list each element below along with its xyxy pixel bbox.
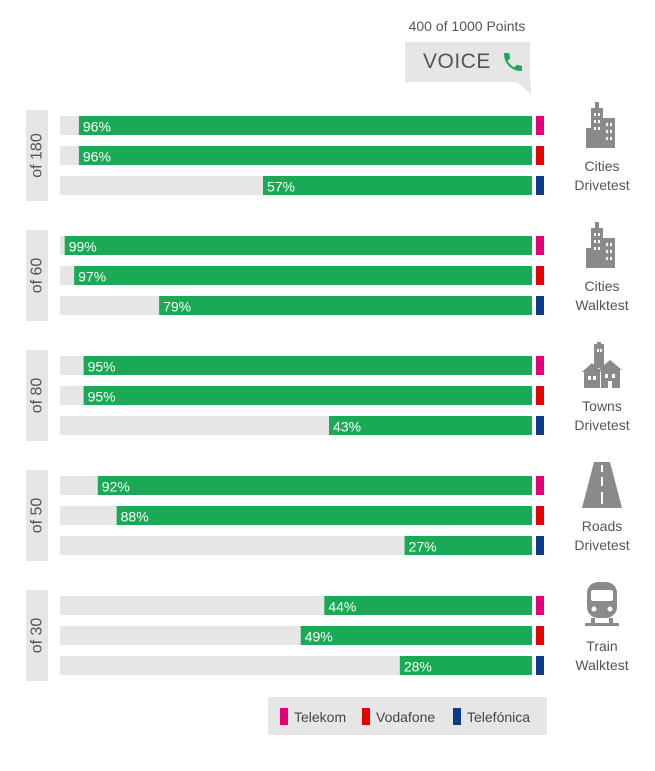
- data-label-train-walktest-telefonica: 28%: [404, 659, 432, 675]
- operator-marker-cities-drivetest-vodafone: [536, 146, 544, 165]
- bar-train-walktest-telekom: [324, 596, 532, 615]
- operator-marker-towns-drivetest-vodafone: [536, 386, 544, 405]
- legend-swatch-vodafone: [362, 708, 370, 725]
- data-label-cities-walktest-telefonica: 79%: [163, 299, 191, 315]
- data-label-cities-walktest-telekom: 99%: [69, 239, 97, 255]
- weight-box-towns-drivetest: [26, 350, 48, 441]
- bar-train-walktest-vodafone: [300, 626, 532, 645]
- bar-roads-drivetest-vodafone: [116, 506, 532, 525]
- operator-marker-cities-walktest-telekom: [536, 236, 544, 255]
- weight-label-train-walktest: of 30: [29, 618, 46, 654]
- legend-label-telekom: Telekom: [294, 708, 347, 725]
- legend-item-telefonica: Telefónica: [453, 708, 530, 725]
- weight-box-cities-drivetest: [26, 110, 48, 201]
- header-title: VOICE: [423, 50, 491, 73]
- data-label-roads-drivetest-telefonica: 27%: [409, 539, 437, 555]
- data-label-train-walktest-telekom: 44%: [328, 599, 356, 615]
- legend-swatch-telekom: [280, 708, 288, 725]
- header-box-pointer: [517, 82, 531, 94]
- operator-marker-cities-walktest-vodafone: [536, 266, 544, 285]
- bar-cities-walktest-telefonica: [159, 296, 532, 315]
- category-label-roads-drivetest-1: Drivetest: [574, 537, 629, 553]
- bar-cities-drivetest-vodafone: [78, 146, 532, 165]
- data-label-train-walktest-vodafone: 49%: [305, 629, 333, 645]
- category-label-towns-drivetest-0: Towns: [582, 398, 622, 414]
- data-label-towns-drivetest-telefonica: 43%: [333, 419, 361, 435]
- data-label-towns-drivetest-vodafone: 95%: [88, 389, 116, 405]
- bar-cities-walktest-telekom: [64, 236, 532, 255]
- data-label-cities-drivetest-telekom: 96%: [83, 119, 111, 135]
- data-label-cities-drivetest-vodafone: 96%: [83, 149, 111, 165]
- category-label-towns-drivetest-1: Drivetest: [574, 417, 629, 433]
- operator-marker-towns-drivetest-telekom: [536, 356, 544, 375]
- legend: Telekom Vodafone Telefónica: [268, 697, 547, 735]
- category-label-cities-walktest-1: Walktest: [575, 297, 628, 313]
- train-icon: [585, 582, 619, 626]
- operator-marker-roads-drivetest-telefonica: [536, 536, 544, 555]
- operator-marker-towns-drivetest-telefonica: [536, 416, 544, 435]
- bar-towns-drivetest-vodafone: [83, 386, 532, 405]
- header-subtitle: 400 of 1000 Points: [408, 18, 526, 34]
- bar-cities-drivetest-telekom: [78, 116, 532, 135]
- weight-label-towns-drivetest: of 80: [29, 378, 46, 414]
- operator-marker-roads-drivetest-vodafone: [536, 506, 544, 525]
- operator-marker-train-walktest-vodafone: [536, 626, 544, 645]
- weight-box-train-walktest: [26, 590, 48, 681]
- category-label-train-walktest-1: Walktest: [575, 657, 628, 673]
- operator-marker-cities-drivetest-telefonica: [536, 176, 544, 195]
- header-box: VOICE: [405, 42, 531, 94]
- data-label-cities-walktest-vodafone: 97%: [78, 269, 106, 285]
- legend-swatch-telefonica: [453, 708, 461, 725]
- weight-label-cities-walktest: of 60: [29, 258, 46, 294]
- road-icon: [582, 462, 622, 508]
- operator-marker-cities-drivetest-telekom: [536, 116, 544, 135]
- legend-label-vodafone: Vodafone: [376, 708, 436, 725]
- weight-box-cities-walktest: [26, 230, 48, 321]
- bar-towns-drivetest-telefonica: [329, 416, 532, 435]
- operator-marker-train-walktest-telefonica: [536, 656, 544, 675]
- weight-label-roads-drivetest: of 50: [29, 498, 46, 534]
- bar-towns-drivetest-telekom: [83, 356, 532, 375]
- legend-item-telekom: Telekom: [280, 708, 346, 725]
- legend-item-vodafone: Vodafone: [362, 708, 435, 725]
- category-label-cities-drivetest-1: Drivetest: [574, 177, 629, 193]
- data-label-towns-drivetest-telekom: 95%: [88, 359, 116, 375]
- data-label-roads-drivetest-vodafone: 88%: [121, 509, 149, 525]
- phone-icon: [504, 53, 522, 71]
- category-label-cities-drivetest-0: Cities: [584, 158, 619, 174]
- operator-marker-train-walktest-telekom: [536, 596, 544, 615]
- data-label-cities-drivetest-telefonica: 57%: [267, 179, 295, 195]
- town-houses-icon: [582, 342, 622, 388]
- legend-label-telefonica: Telefónica: [467, 708, 531, 725]
- city-buildings-icon: [586, 222, 615, 268]
- category-label-cities-walktest-0: Cities: [584, 278, 619, 294]
- city-buildings-icon: [586, 102, 615, 148]
- bar-roads-drivetest-telefonica: [404, 536, 532, 555]
- operator-marker-roads-drivetest-telekom: [536, 476, 544, 495]
- bar-train-walktest-telefonica: [399, 656, 532, 675]
- weight-box-roads-drivetest: [26, 470, 48, 561]
- data-label-roads-drivetest-telekom: 92%: [102, 479, 130, 495]
- bar-cities-walktest-vodafone: [74, 266, 532, 285]
- bar-roads-drivetest-telekom: [97, 476, 532, 495]
- bar-cities-drivetest-telefonica: [262, 176, 532, 195]
- category-label-roads-drivetest-0: Roads: [582, 518, 622, 534]
- operator-marker-cities-walktest-telefonica: [536, 296, 544, 315]
- category-label-train-walktest-0: Train: [586, 638, 617, 654]
- weight-label-cities-drivetest: of 180: [29, 133, 46, 178]
